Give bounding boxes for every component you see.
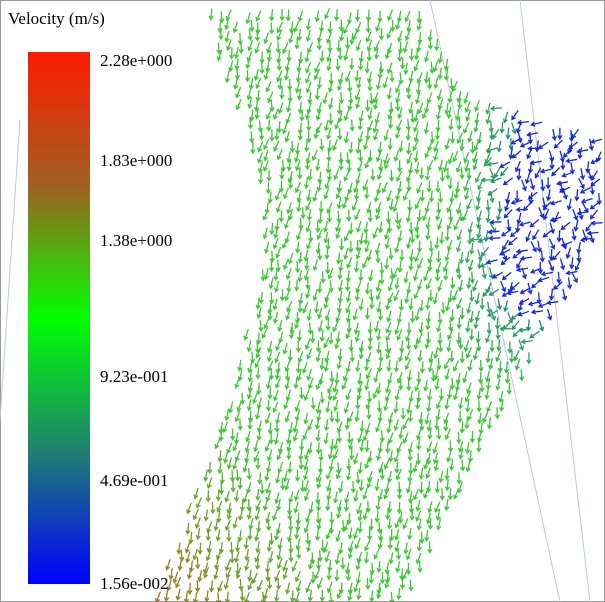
colorbar xyxy=(28,52,90,584)
legend-title: Velocity (m/s) xyxy=(8,9,105,28)
viewport: Velocity (m/s) 2.28e+000 1.83e+000 1.38e+0… xyxy=(0,0,605,602)
colorbar-label: 4.69e-001 xyxy=(100,471,168,490)
colorbar-label: 1.83e+000 xyxy=(100,151,172,170)
colorbar-label: 1.56e-002 xyxy=(100,574,168,593)
colorbar-label: 2.28e+000 xyxy=(100,51,172,70)
page: Velocity (m/s) 2.28e+000 1.83e+000 1.38e+0… xyxy=(0,0,605,602)
colorbar-label: 1.38e+000 xyxy=(100,231,172,250)
colorbar-label: 9.23e-001 xyxy=(100,367,168,386)
